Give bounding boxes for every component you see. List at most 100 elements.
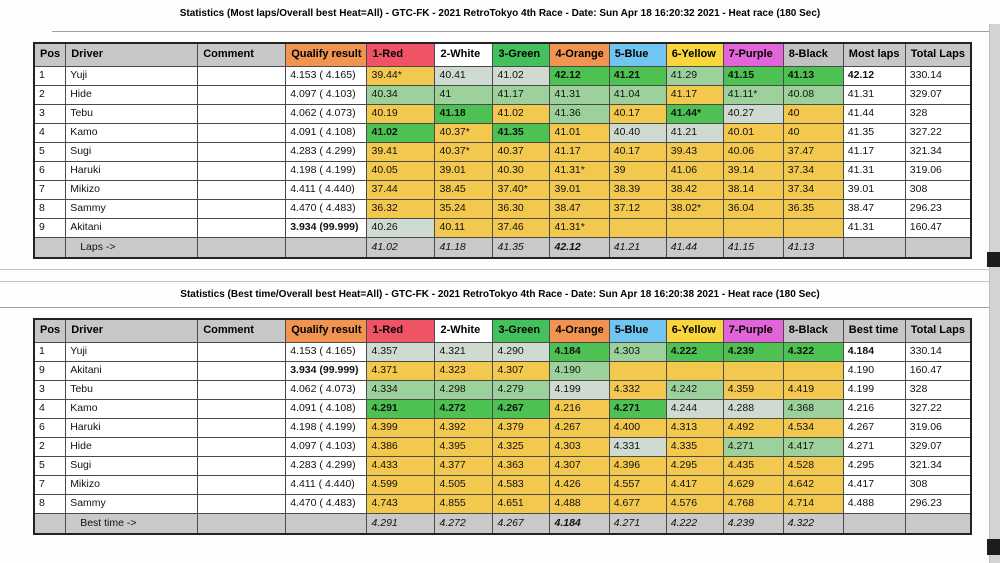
- heat-cell-4-orange: 41.17: [549, 141, 610, 162]
- pos-cell: 6: [33, 417, 67, 438]
- heat-cell-7-purple: 39.14: [722, 160, 784, 181]
- heat-cell-5-blue: 4.271: [608, 398, 667, 419]
- heat-cell-4-orange: 42.12: [549, 65, 610, 86]
- qualify-cell: 4.062 ( 4.073): [285, 379, 368, 400]
- footer-qualify-cell: [285, 236, 368, 259]
- qualify-cell: 4.283 ( 4.299): [285, 141, 368, 162]
- heat-cell-8-black: [782, 360, 844, 381]
- result-cell: 4.267: [842, 417, 906, 438]
- heat-cell-1-red: 4.371: [366, 360, 436, 381]
- footer-pos-cell: [33, 512, 67, 535]
- heat-cell-1-red: 36.32: [366, 198, 436, 219]
- pos-cell: 7: [33, 179, 67, 200]
- heat-cell-6-yellow: 38.02*: [665, 198, 724, 219]
- heat-cell-3-green: 4.583: [492, 474, 551, 495]
- heat-cell-6-yellow: 41.06: [665, 160, 724, 181]
- heat-cell-7-purple: 4.768: [722, 493, 784, 514]
- heat-cell-8-black: 36.35: [782, 198, 844, 219]
- pos-cell: 7: [33, 474, 67, 495]
- heat-cell-8-black: 4.534: [782, 417, 844, 438]
- footer-heat-6-yellow: 4.222: [665, 512, 724, 535]
- footer-qualify-cell: [285, 512, 368, 535]
- col-header-3-green: 3-Green: [492, 42, 551, 67]
- heat-cell-5-blue: 38.39: [608, 179, 667, 200]
- heat-cell-7-purple: 36.04: [722, 198, 784, 219]
- col-header-3-green: 3-Green: [492, 318, 551, 343]
- col-header-driver: Driver: [65, 318, 199, 343]
- comment-cell: [197, 141, 287, 162]
- result-cell: 4.417: [842, 474, 906, 495]
- heat-cell-5-blue: 4.331: [608, 436, 667, 457]
- heat-cell-5-blue: 37.12: [608, 198, 667, 219]
- heat-cell-3-green: 37.40*: [492, 179, 551, 200]
- col-header-2-white: 2-White: [434, 318, 494, 343]
- col-header-total-laps: Total Laps: [904, 42, 972, 67]
- heat-cell-3-green: 4.651: [492, 493, 551, 514]
- heat-cell-7-purple: 4.359: [722, 379, 784, 400]
- total-laps-cell: 327.22: [904, 398, 972, 419]
- heat-cell-1-red: 4.599: [366, 474, 436, 495]
- heat-cell-5-blue: 41.04: [608, 84, 667, 105]
- heat-cell-3-green: 41.02: [492, 65, 551, 86]
- driver-cell: Haruki: [65, 417, 199, 438]
- total-laps-cell: 319.06: [904, 160, 972, 181]
- driver-row-tebu: 3 Tebu 4.062 ( 4.073) 4.334 4.298 4.279 4.199 4…: [33, 379, 972, 400]
- result-cell: 41.35: [842, 122, 906, 143]
- total-laps-cell: 321.34: [904, 455, 972, 476]
- footer-heat-1-red: 4.291: [366, 512, 436, 535]
- footer-heat-2-white: 4.272: [434, 512, 494, 535]
- total-laps-cell: 327.22: [904, 122, 972, 143]
- heat-cell-4-orange: 4.216: [549, 398, 610, 419]
- comment-cell: [197, 436, 287, 457]
- col-header-1-red: 1-Red: [366, 318, 436, 343]
- driver-cell: Hide: [65, 436, 199, 457]
- col-header-result: Most laps: [842, 42, 906, 67]
- comment-cell: [197, 198, 287, 219]
- heat-cell-4-orange: 41.31*: [549, 160, 610, 181]
- heat-cell-5-blue: 4.677: [608, 493, 667, 514]
- driver-row-yuji: 1 Yuji 4.153 ( 4.165) 4.357 4.321 4.290 4.184 4…: [33, 341, 972, 362]
- heat-cell-4-orange: 4.426: [549, 474, 610, 495]
- heat-cell-1-red: 4.357: [366, 341, 436, 362]
- heat-cell-4-orange: 41.31*: [549, 217, 610, 238]
- heat-cell-7-purple: 4.239: [722, 341, 784, 362]
- heat-cell-4-orange: 4.190: [549, 360, 610, 381]
- heat-cell-3-green: 4.363: [492, 455, 551, 476]
- heat-cell-2-white: 4.298: [434, 379, 494, 400]
- col-header-6-yellow: 6-Yellow: [665, 42, 724, 67]
- heat-cell-5-blue: 4.332: [608, 379, 667, 400]
- heat-cell-6-yellow: 39.43: [665, 141, 724, 162]
- heat-cell-3-green: 36.30: [492, 198, 551, 219]
- heat-cell-8-black: 4.322: [782, 341, 844, 362]
- heat-cell-3-green: 41.02: [492, 103, 551, 124]
- qualify-cell: 4.091 ( 4.108): [285, 122, 368, 143]
- heat-cell-1-red: 40.19: [366, 103, 436, 124]
- col-header-1-red: 1-Red: [366, 42, 436, 67]
- qualify-cell: 4.470 ( 4.483): [285, 198, 368, 219]
- qualify-cell: 4.062 ( 4.073): [285, 103, 368, 124]
- heat-cell-8-black: 4.419: [782, 379, 844, 400]
- qualify-cell: 4.283 ( 4.299): [285, 455, 368, 476]
- pos-cell: 3: [33, 103, 67, 124]
- footer-row: Best time -> 4.291 4.272 4.267 4.184 4.271 4.2…: [33, 512, 972, 535]
- heat-cell-4-orange: 38.47: [549, 198, 610, 219]
- footer-result-cell: [842, 236, 906, 259]
- col-header-7-purple: 7-Purple: [722, 318, 784, 343]
- heat-cell-5-blue: 41.21: [608, 65, 667, 86]
- result-cell: 4.190: [842, 360, 906, 381]
- total-laps-cell: 296.23: [904, 493, 972, 514]
- scanner-edge-strip: [989, 24, 1000, 563]
- heat-cell-1-red: 4.291: [366, 398, 436, 419]
- heat-cell-8-black: 4.417: [782, 436, 844, 457]
- heat-cell-3-green: 41.35: [492, 122, 551, 143]
- result-cell: 4.184: [842, 341, 906, 362]
- heat-cell-8-black: 40.08: [782, 84, 844, 105]
- col-header-pos: Pos: [33, 42, 67, 67]
- heat-cell-4-orange: 39.01: [549, 179, 610, 200]
- heat-cell-2-white: 4.392: [434, 417, 494, 438]
- qualify-cell: 4.097 ( 4.103): [285, 436, 368, 457]
- header-row: Pos Driver Comment Qualify result 1-Red 2-Whi…: [33, 318, 972, 343]
- heat-cell-3-green: 4.290: [492, 341, 551, 362]
- heat-cell-7-purple: 4.271: [722, 436, 784, 457]
- driver-cell: Tebu: [65, 379, 199, 400]
